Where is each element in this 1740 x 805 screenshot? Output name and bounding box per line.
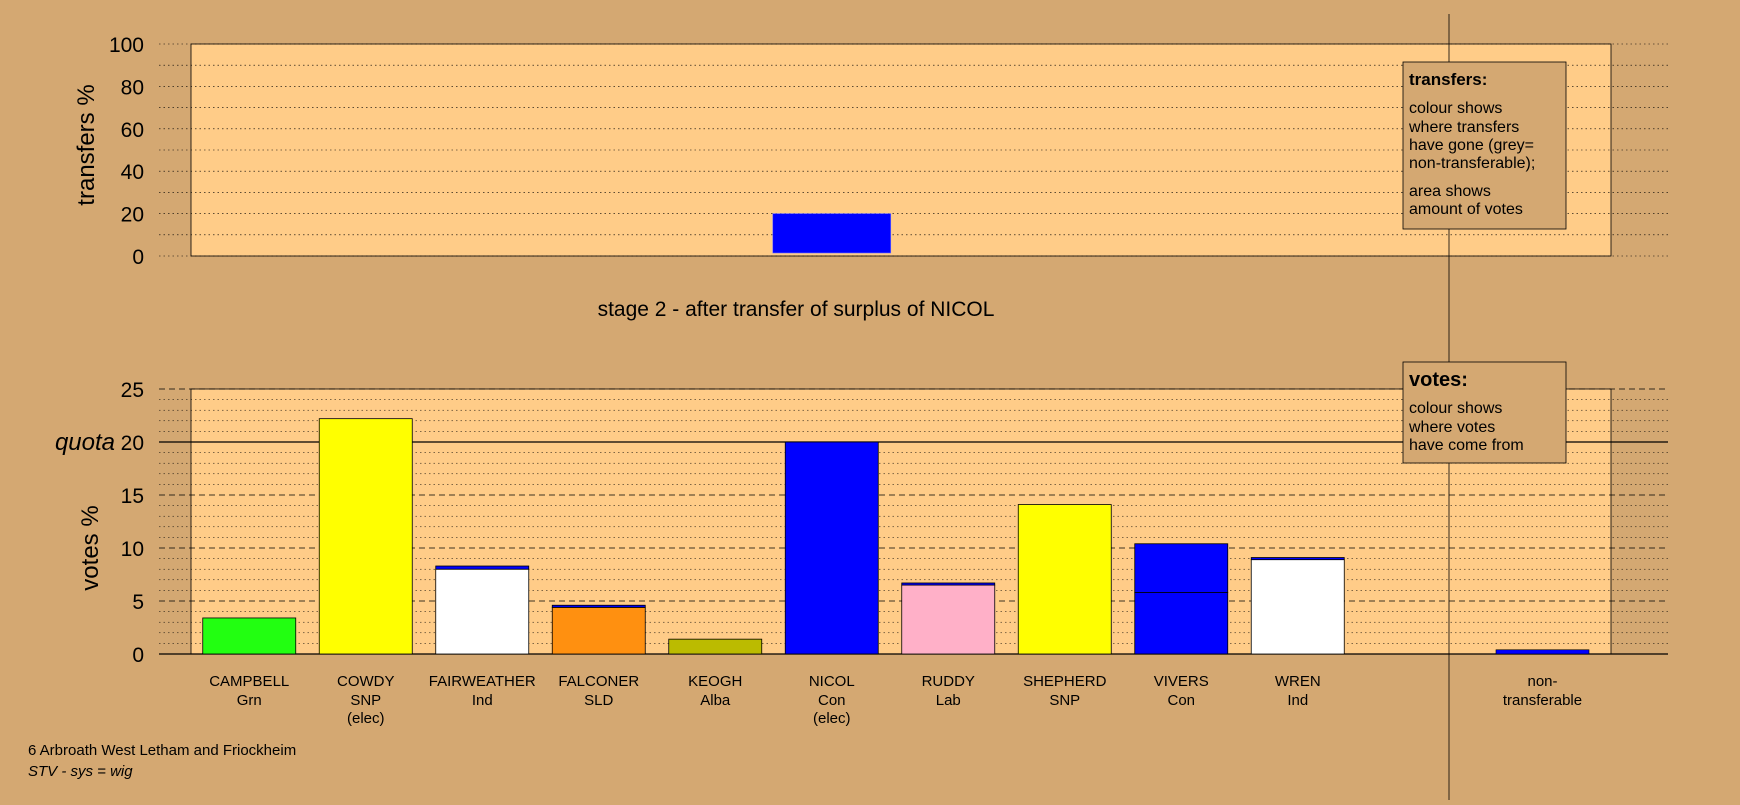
candidate-name: WREN [1275,673,1321,690]
transfers-y-axis-label: transfers % [73,84,100,205]
transfers-legend-line4: non-transferable); [1409,155,1535,172]
candidate-party: Con [1167,692,1195,709]
candidate-name: FALCONER [558,673,639,690]
candidate-name: CAMPBELL [209,673,289,690]
transfers-bars [772,213,892,254]
candidate-name: NICOL [809,673,855,690]
vote-bar-vivers-segment-1 [1134,543,1229,593]
transfers-legend-line3: have gone (grey= [1409,137,1534,154]
vote-bar-falconer-segment-1 [551,604,646,608]
transfers-legend: transfers: colour shows where transfers … [1402,61,1567,230]
vote-bar-ruddy-segment-1 [901,582,996,586]
vote-bar-wren-segment-0 [1250,559,1345,655]
candidate-party: Ind [472,692,493,709]
ward-name: 6 Arbroath West Letham and Friockheim [28,742,296,759]
transfers-y-ticks: 0 20 40 60 80 100 [109,34,144,269]
system-label: STV - sys = wig [28,763,133,780]
transfers-tick-label: 80 [121,76,144,99]
candidate-name: RUDDY [922,673,975,690]
vote-bar-cowdy-segment-0 [318,418,413,655]
vote-bar-non-transferable [1495,649,1590,655]
quota-label: quota [55,429,115,456]
votes-y-ticks: 0 5 10 15 20 25 [121,379,144,667]
votes-legend-line2: where votes [1408,419,1495,436]
votes-bars [202,418,1590,655]
stage-title: stage 2 - after transfer of surplus of N… [598,298,995,321]
candidate-elected-note: (elec) [813,710,851,727]
vote-bar-fairweather-segment-1 [435,565,530,570]
transfers-tick-label: 40 [121,161,144,184]
non-transferable-label-line1: non- [1527,673,1557,690]
votes-y-axis-label: votes % [77,505,104,590]
candidate-party: Grn [237,692,262,709]
votes-legend-title: votes: [1409,369,1468,391]
candidate-elected-note: (elec) [347,710,385,727]
candidate-party: SLD [584,692,613,709]
votes-tick-label: 20 [121,432,144,455]
vote-bar-keogh-segment-0 [668,638,763,655]
vote-bar-falconer-segment-0 [551,606,646,655]
candidate-party: Con [818,692,846,709]
transfers-legend-title: transfers: [1409,70,1487,89]
transfers-legend-line6: amount of votes [1409,201,1523,218]
votes-tick-label: 15 [121,485,144,508]
candidate-name: SHEPHERD [1023,673,1107,690]
transfers-legend-line2: where transfers [1408,119,1519,136]
candidate-party: SNP [350,692,381,709]
transfer-bar-nicol [772,213,892,254]
transfers-legend-line1: colour shows [1409,100,1502,117]
vote-bar-shepherd-segment-0 [1017,504,1112,655]
candidate-party: Ind [1287,692,1308,709]
votes-tick-label: 5 [132,591,144,614]
candidate-name: FAIRWEATHER [429,673,536,690]
transfers-tick-label: 20 [121,204,144,227]
transfers-legend-line5: area shows [1409,183,1491,200]
non-transferable-label-line2: transferable [1503,692,1582,709]
candidate-party: SNP [1049,692,1080,709]
candidate-name: COWDY [337,673,395,690]
transfers-tick-label: 100 [109,34,144,57]
votes-tick-label: 10 [121,538,144,561]
candidate-name: KEOGH [688,673,742,690]
vote-bar-fairweather-segment-0 [435,568,530,655]
candidate-name: VIVERS [1154,673,1209,690]
votes-legend-line3: have come from [1409,437,1524,454]
vote-bar-ruddy-segment-0 [901,584,996,655]
vote-bar-campbell-segment-0 [202,617,297,655]
votes-tick-label: 25 [121,379,144,402]
vote-bar-vivers-segment-0 [1134,592,1229,655]
vote-bar-nicol-segment-0 [784,441,879,655]
candidate-party: Lab [936,692,961,709]
votes-legend: votes: colour shows where votes have com… [1402,361,1567,464]
transfers-tick-label: 0 [132,246,144,269]
candidate-party: Alba [700,692,731,709]
transfers-tick-label: 60 [121,119,144,142]
votes-legend-line1: colour shows [1409,400,1502,417]
votes-plot-area [190,388,1612,655]
vote-bar-wren-segment-1 [1250,557,1345,561]
candidate-labels: CAMPBELLGrnCOWDYSNP(elec)FAIRWEATHERIndF… [209,673,1582,727]
votes-tick-label: 0 [132,644,144,667]
